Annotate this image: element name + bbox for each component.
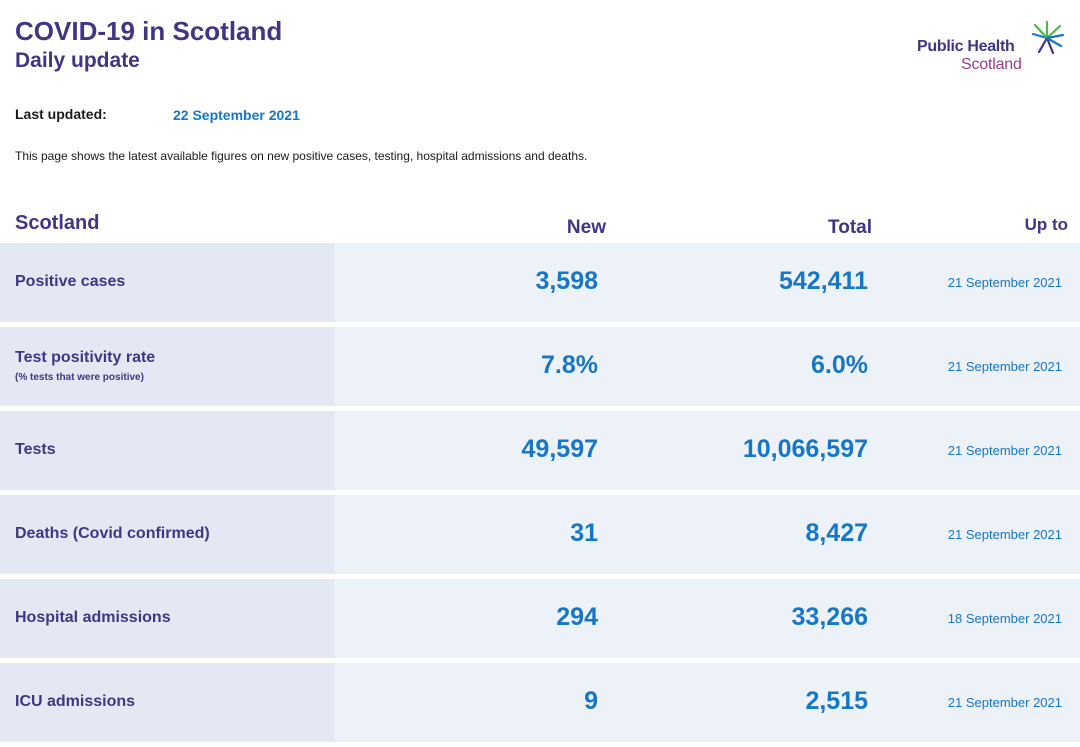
public-health-scotland-logo: Public Health Scotland (917, 18, 1077, 78)
row-sublabel: (% tests that were positive) (15, 372, 144, 383)
table-row-deaths: Deaths (Covid confirmed) 31 8,427 21 Sep… (0, 495, 1080, 574)
header-total: Total (828, 217, 872, 238)
row-new-value: 49,597 (521, 435, 598, 463)
table-row-positive-cases: Positive cases 3,598 542,411 21 Septembe… (0, 243, 1080, 322)
row-total-value: 8,427 (805, 519, 868, 547)
row-total-value: 6.0% (811, 351, 868, 379)
row-total-value: 542,411 (779, 267, 868, 295)
row-new-value: 294 (556, 603, 598, 631)
row-label-cell: Tests (0, 411, 335, 490)
row-label: Test positivity rate (15, 349, 156, 366)
row-up-to-date: 21 September 2021 (947, 275, 1062, 290)
row-label-cell: Positive cases (0, 243, 335, 322)
row-new-value: 9 (584, 687, 598, 715)
row-new-value: 3,598 (535, 267, 598, 295)
row-label: Positive cases (15, 273, 126, 290)
last-updated-date: 22 September 2021 (173, 107, 300, 123)
row-up-to-date: 18 September 2021 (947, 611, 1062, 626)
logo-text-line2: Scotland (961, 56, 1022, 73)
table-row-hospital-admissions: Hospital admissions 294 33,266 18 Septem… (0, 579, 1080, 658)
row-label: Tests (15, 441, 56, 458)
row-label-cell: Deaths (Covid confirmed) (0, 495, 335, 574)
star-burst-icon (1031, 20, 1065, 55)
row-up-to-date: 21 September 2021 (947, 695, 1062, 710)
row-up-to-date: 21 September 2021 (947, 359, 1062, 374)
page-subtitle: Daily update (15, 49, 140, 72)
last-updated-label: Last updated: (15, 106, 107, 122)
row-label-cell: Test positivity rate (% tests that were … (0, 327, 335, 406)
row-new-value: 31 (570, 519, 598, 547)
row-up-to-date: 21 September 2021 (947, 527, 1062, 542)
row-up-to-date: 21 September 2021 (947, 443, 1062, 458)
page-title: COVID-19 in Scotland (15, 16, 283, 46)
row-label: Deaths (Covid confirmed) (15, 525, 210, 542)
row-total-value: 10,066,597 (742, 435, 868, 463)
header-new: New (566, 217, 606, 238)
stats-table: Positive cases 3,598 542,411 21 Septembe… (0, 243, 1080, 747)
row-label: ICU admissions (15, 693, 136, 710)
row-total-value: 2,515 (805, 687, 868, 715)
row-new-value: 7.8% (541, 351, 598, 379)
row-label-cell: ICU admissions (0, 663, 335, 742)
intro-text: This page shows the latest available fig… (15, 149, 588, 163)
row-label: Hospital admissions (15, 609, 171, 626)
table-row-tests: Tests 49,597 10,066,597 21 September 202… (0, 411, 1080, 490)
row-total-value: 33,266 (791, 603, 868, 631)
header-up-to: Up to (1024, 215, 1068, 234)
logo-text-line1: Public Health (917, 38, 1015, 55)
table-row-icu-admissions: ICU admissions 9 2,515 21 September 2021 (0, 663, 1080, 742)
table-header: Scotland New Total Up to (0, 210, 1080, 242)
table-row-test-positivity-rate: Test positivity rate (% tests that were … (0, 327, 1080, 406)
row-label-cell: Hospital admissions (0, 579, 335, 658)
header-region: Scotland (15, 212, 100, 234)
